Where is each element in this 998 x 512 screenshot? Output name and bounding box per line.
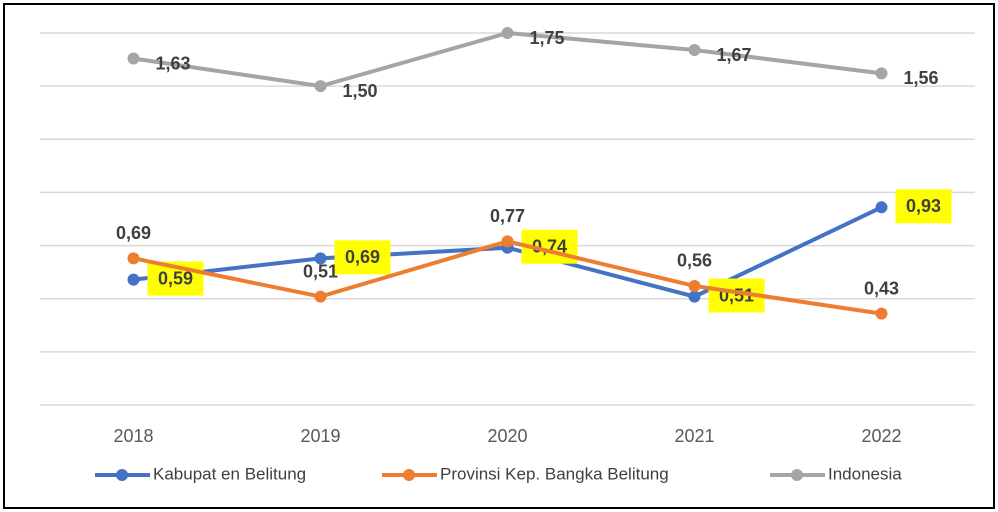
data-label: 0,59 [158,268,193,288]
x-tick-label: 2018 [113,426,153,446]
point [688,290,701,303]
data-label: 0,56 [677,251,712,271]
point [314,80,327,93]
label-box [334,240,391,275]
point [314,252,327,265]
data-label: 1,50 [343,81,378,101]
x-tick-label: 2021 [674,426,714,446]
point [501,27,514,39]
legend-dot [791,469,803,481]
point [688,44,701,57]
data-label: 1,63 [156,53,191,73]
data-label: 1,67 [717,45,752,65]
legend-dot [403,469,415,481]
point [875,201,888,214]
point [127,52,140,65]
point [875,307,888,320]
point [875,67,888,80]
point [688,279,701,292]
data-label: 0,51 [303,261,338,281]
frame [3,3,995,509]
data-label: 0,69 [116,223,151,243]
x-tick-label: 2020 [487,426,527,446]
data-label: 0,69 [345,247,380,267]
point [501,235,514,248]
data-label: 1,75 [530,28,565,48]
legend-label: Kabupat en Belitung [153,464,306,483]
point [127,273,140,286]
x-tick-label: 2022 [861,426,901,446]
label-box [895,189,952,224]
data-label: 0,43 [864,278,899,298]
legend-label: Indonesia [828,464,902,483]
point [127,252,140,265]
legend-dot [116,469,128,481]
data-label: 0,93 [906,196,941,216]
x-tick-label: 2019 [300,426,340,446]
data-label: 1,56 [904,68,939,88]
data-label: 0,77 [490,206,525,226]
point [314,290,327,303]
legend-label: Provinsi Kep. Bangka Belitung [440,464,669,483]
